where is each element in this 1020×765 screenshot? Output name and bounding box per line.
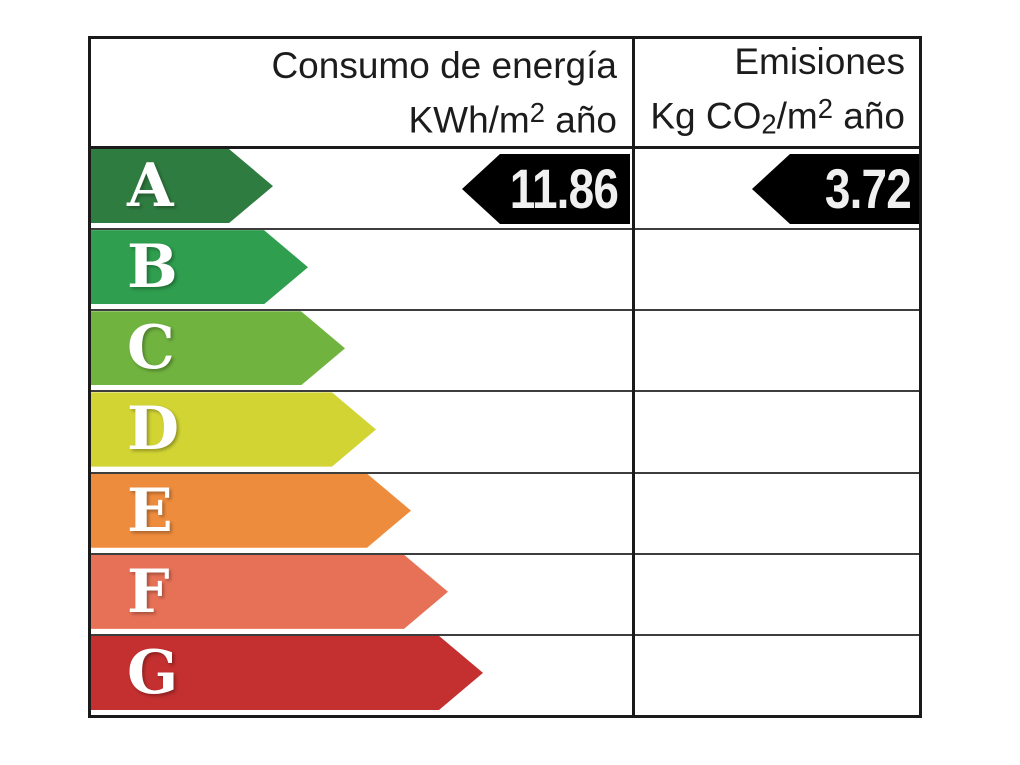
rating-letter-a: A xyxy=(127,151,174,222)
table-header: Consumo de energía KWh/m2 año Emisiones … xyxy=(91,39,919,149)
rating-letter-e: E xyxy=(127,475,173,546)
consumo-title: Consumo de energía xyxy=(271,44,617,86)
consumo-unit: KWh/m2 año xyxy=(408,96,617,141)
consumo-value: 11.86 xyxy=(509,157,619,220)
rating-band-f: F xyxy=(91,555,448,629)
rating-letter-c: C xyxy=(127,313,175,384)
rating-band-e: E xyxy=(91,474,411,548)
rating-letter-d: D xyxy=(127,394,180,465)
rating-band-b: B xyxy=(91,230,308,304)
column-divider xyxy=(632,39,635,715)
rating-row-a: A 11.86 3.72 xyxy=(91,149,919,228)
consumo-value-arrow: 11.86 xyxy=(462,154,630,224)
rating-band-g: G xyxy=(91,636,483,710)
rating-row-c: C xyxy=(91,309,919,390)
rating-band-a: A xyxy=(91,149,273,223)
rating-table: Consumo de energía KWh/m2 año Emisiones … xyxy=(88,36,922,718)
rating-row-d: D xyxy=(91,390,919,471)
rating-row-f: F xyxy=(91,552,919,634)
emisiones-header: Emisiones Kg CO2/m2 año xyxy=(632,39,919,146)
rating-row-b: B xyxy=(91,228,919,309)
emisiones-value: 3.72 xyxy=(824,157,912,220)
rating-band-c: C xyxy=(91,311,345,385)
rating-rows: A 11.86 3.72 B C xyxy=(91,149,919,715)
consumo-header: Consumo de energía KWh/m2 año xyxy=(91,39,632,146)
emisiones-unit: Kg CO2/m2 año xyxy=(650,92,905,140)
rating-row-e: E xyxy=(91,471,919,553)
rating-row-g: G xyxy=(91,633,919,715)
emisiones-title: Emisiones xyxy=(734,40,905,82)
rating-letter-f: F xyxy=(127,556,170,627)
rating-letter-g: G xyxy=(127,637,179,708)
emisiones-value-arrow: 3.72 xyxy=(752,154,919,224)
rating-letter-b: B xyxy=(127,232,178,303)
rating-band-d: D xyxy=(91,392,376,466)
